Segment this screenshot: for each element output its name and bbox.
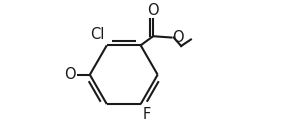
Text: F: F bbox=[143, 107, 151, 122]
Text: Cl: Cl bbox=[91, 27, 105, 43]
Text: O: O bbox=[172, 30, 184, 45]
Text: O: O bbox=[64, 67, 76, 82]
Text: O: O bbox=[147, 3, 159, 18]
